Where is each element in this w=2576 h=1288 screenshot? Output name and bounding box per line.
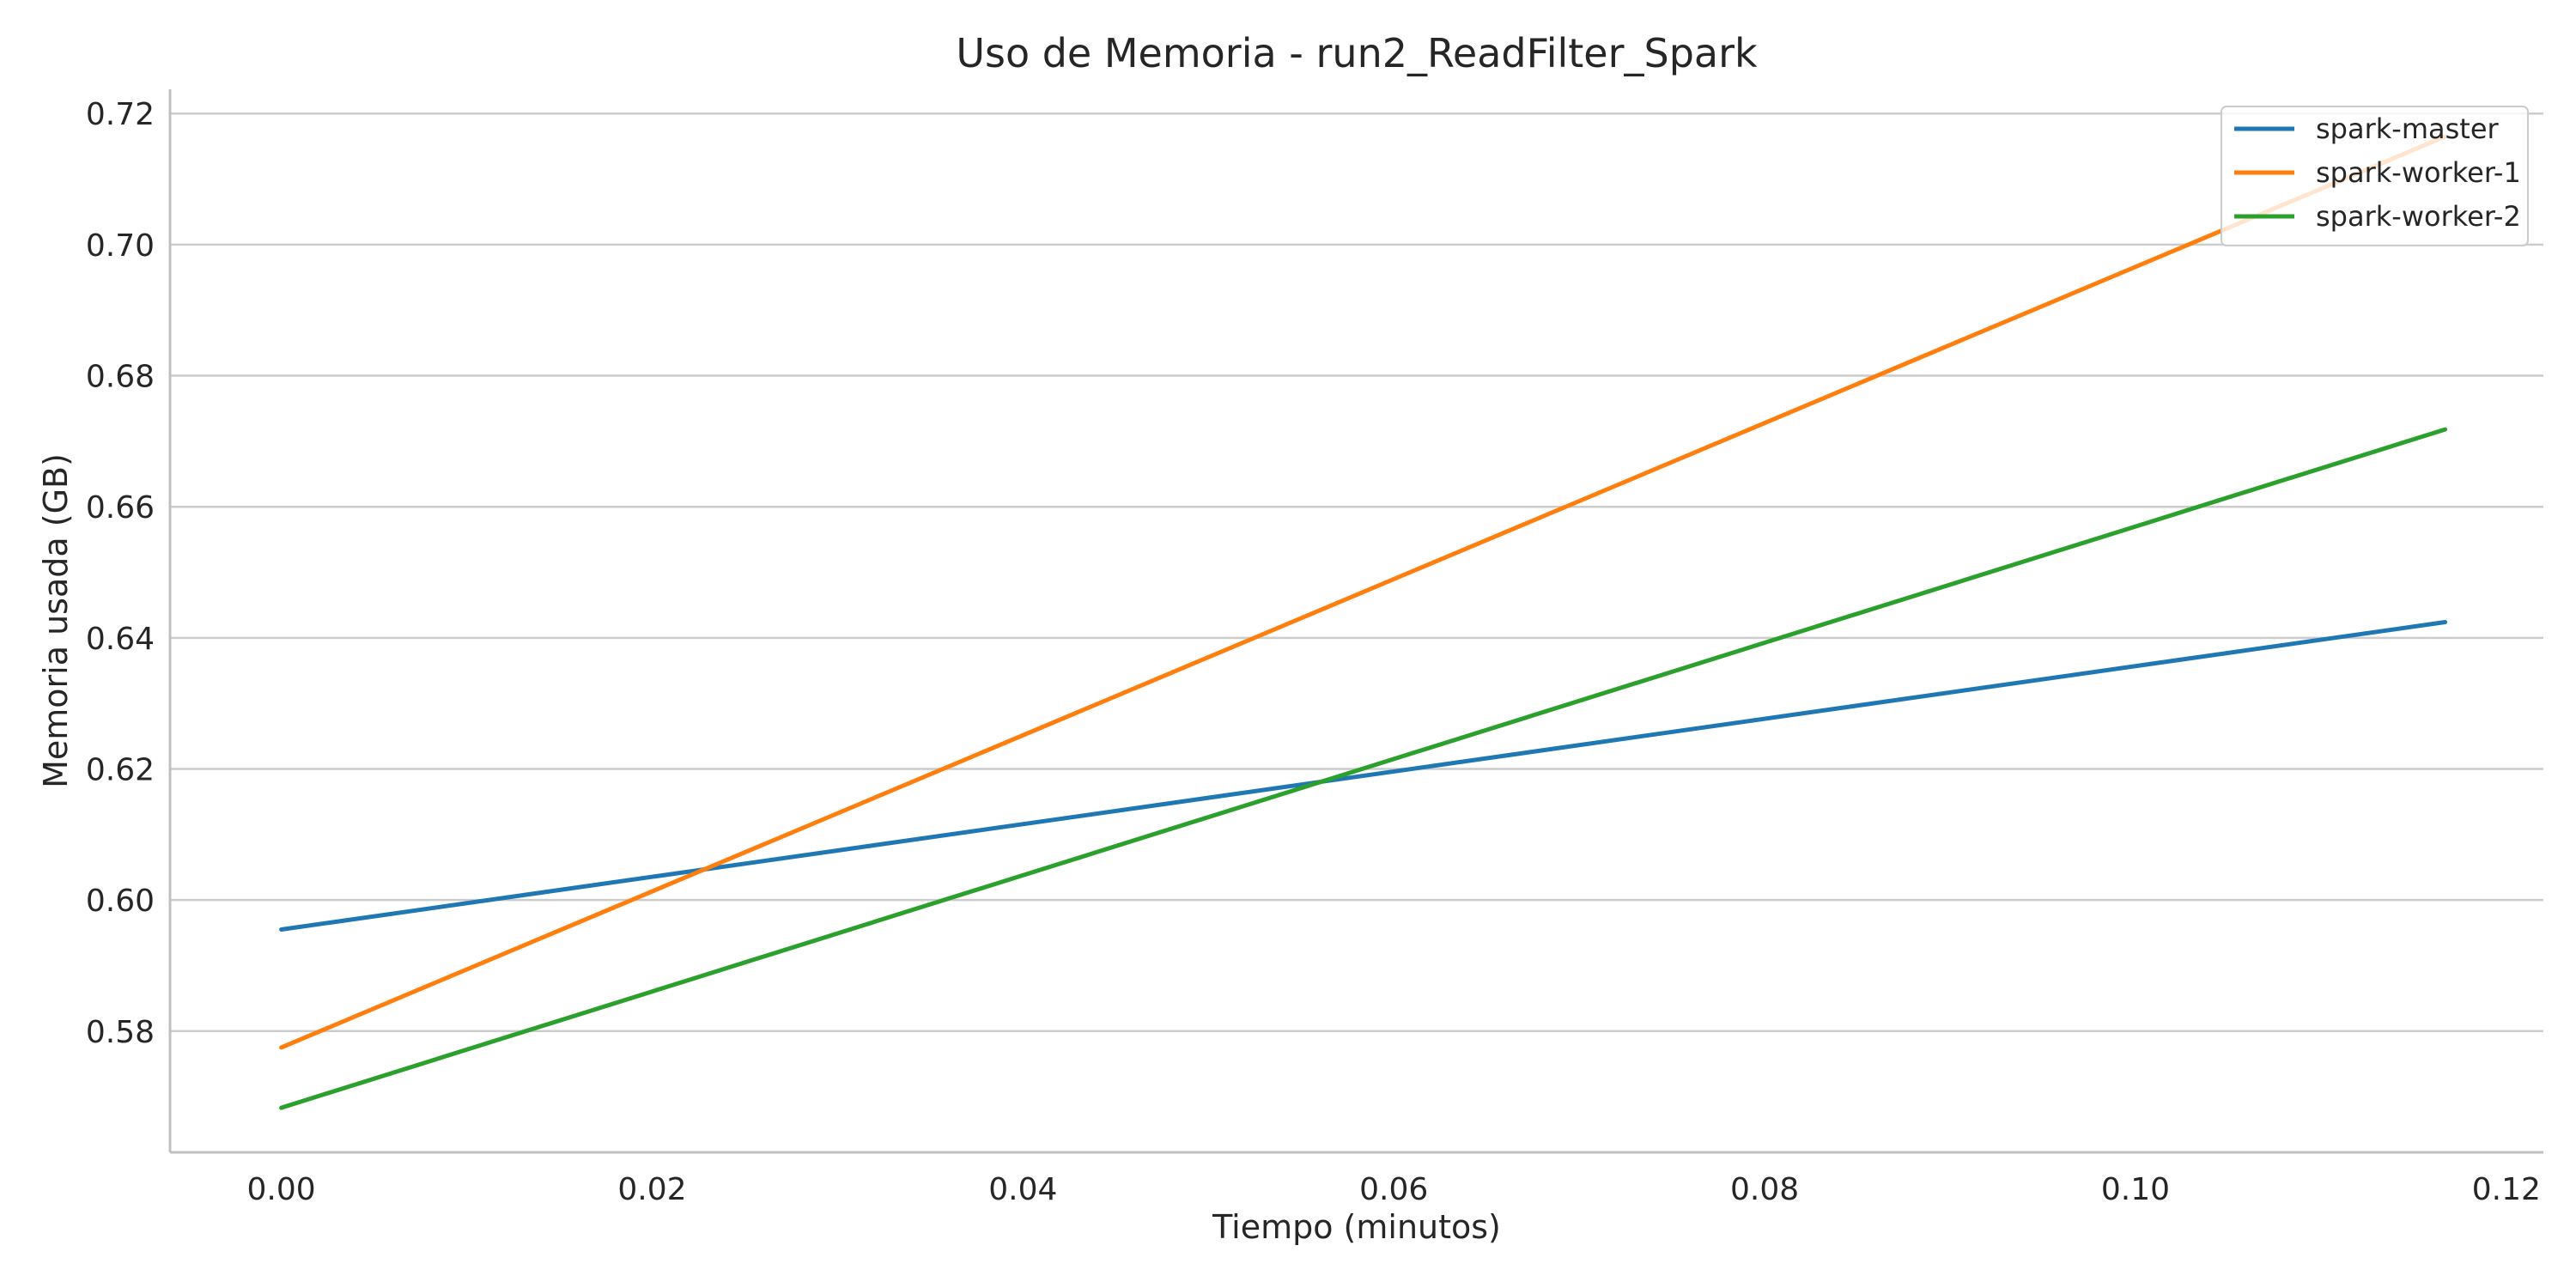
y-tick-label: 0.70 xyxy=(86,228,155,264)
x-tick-label: 0.10 xyxy=(2101,1172,2170,1207)
legend-label: spark-worker-1 xyxy=(2316,156,2521,189)
x-axis-label: Tiempo (minutos) xyxy=(1212,1208,1501,1246)
x-tick-label: 0.02 xyxy=(617,1172,686,1207)
y-axis-label: Memoria usada (GB) xyxy=(37,453,75,788)
x-tick-label: 0.08 xyxy=(1730,1172,1799,1207)
y-tick-labels: 0.58 0.60 0.62 0.64 0.66 0.68 0.70 0.72 xyxy=(86,97,155,1050)
y-tick-label: 0.60 xyxy=(86,884,155,919)
x-tick-label: 0.00 xyxy=(246,1172,315,1207)
axes xyxy=(168,89,2543,1154)
series-line-spark-worker-2 xyxy=(279,427,2448,1110)
y-tick-label: 0.62 xyxy=(86,752,155,787)
chart-title: Uso de Memoria - run2_ReadFilter_Spark xyxy=(956,30,1758,76)
series-line-spark-worker-1 xyxy=(279,134,2448,1050)
x-tick-label: 0.06 xyxy=(1359,1172,1428,1207)
legend-entry: spark-master xyxy=(2234,112,2500,145)
y-tick-label: 0.64 xyxy=(86,622,155,657)
y-tick-label: 0.68 xyxy=(86,360,155,395)
series-lines xyxy=(279,134,2448,1110)
legend-entry: spark-worker-2 xyxy=(2234,200,2521,233)
series-line-spark-master xyxy=(279,620,2448,932)
y-tick-label: 0.72 xyxy=(86,97,155,132)
x-tick-labels: 0.00 0.02 0.04 0.06 0.08 0.10 0.12 xyxy=(246,1172,2540,1207)
legend: spark-master spark-worker-1 spark-worker… xyxy=(2221,106,2529,246)
y-tick-label: 0.66 xyxy=(86,490,155,526)
x-tick-label: 0.12 xyxy=(2472,1172,2541,1207)
legend-label: spark-worker-2 xyxy=(2316,200,2521,233)
legend-box xyxy=(2221,106,2529,246)
legend-label: spark-master xyxy=(2316,112,2500,145)
legend-entry: spark-worker-1 xyxy=(2234,156,2521,189)
x-tick-label: 0.04 xyxy=(988,1172,1057,1207)
y-tick-label: 0.58 xyxy=(86,1015,155,1050)
